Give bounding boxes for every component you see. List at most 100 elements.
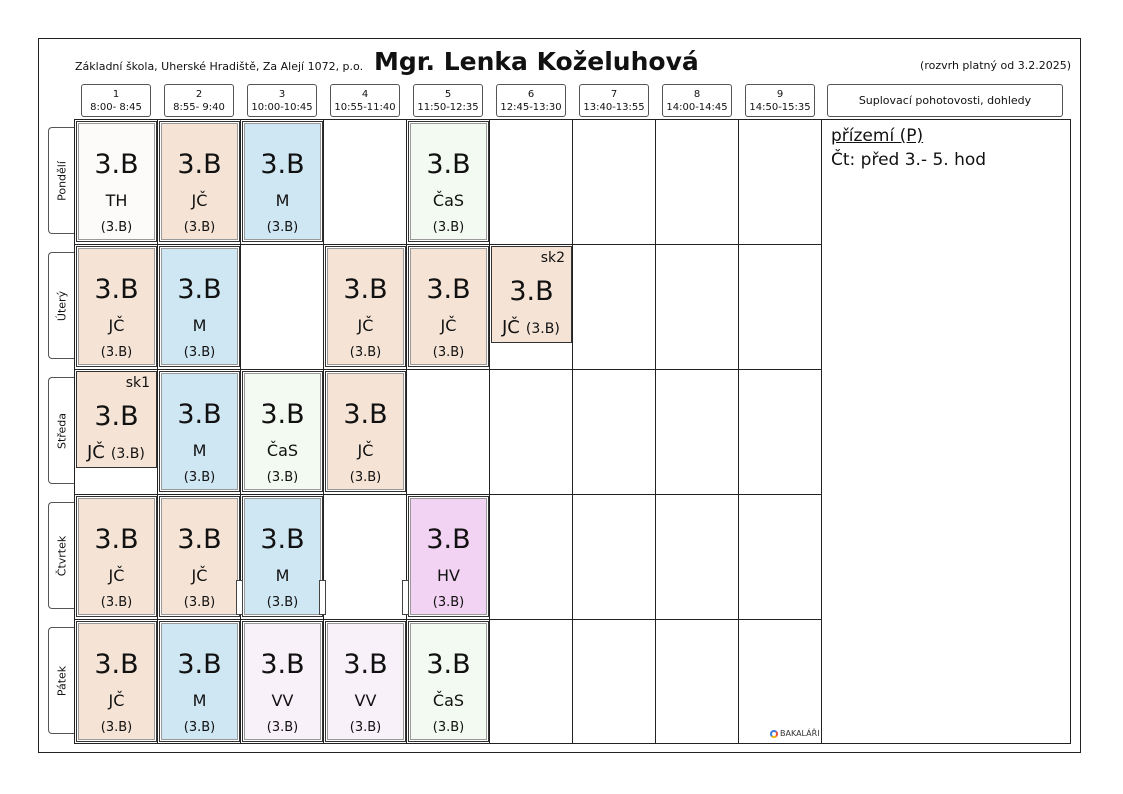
lesson-cell[interactable]: 3.B VV (3.B) bbox=[242, 621, 323, 742]
lesson-class: 3.B bbox=[177, 274, 222, 305]
lesson-group: (3.B) bbox=[100, 220, 133, 235]
lesson-class: 3.B bbox=[426, 649, 471, 680]
lesson-group: (3.B) bbox=[100, 345, 133, 360]
lesson-class: 3.B bbox=[94, 274, 139, 305]
lesson-group: (3.B) bbox=[432, 720, 465, 735]
lesson-group: (3.B) bbox=[432, 595, 465, 610]
lesson-subject: M bbox=[275, 191, 290, 210]
lesson-subject: JČ bbox=[108, 566, 125, 585]
lesson-cell[interactable]: 3.B ČaS (3.B) bbox=[408, 121, 489, 242]
grid-line bbox=[572, 120, 573, 743]
lesson-class: 3.B bbox=[94, 149, 139, 180]
lesson-group: (3.B) bbox=[100, 720, 133, 735]
lesson-cell[interactable]: 3.B M (3.B) bbox=[242, 496, 323, 617]
lesson-subject: JČ bbox=[87, 442, 105, 463]
group-tag: sk1 bbox=[125, 375, 150, 391]
lesson-class: 3.B bbox=[343, 399, 388, 430]
bakalari-logo: BAKALÁŘI bbox=[770, 729, 820, 738]
lesson-class: 3.B bbox=[260, 649, 305, 680]
grid-line bbox=[75, 619, 821, 620]
lesson-cell-group[interactable]: sk1 3.B JČ (3.B) bbox=[76, 371, 157, 468]
lesson-group: (3.B) bbox=[266, 220, 299, 235]
lesson-group: (3.B) bbox=[266, 595, 299, 610]
lesson-group: (3.B) bbox=[183, 470, 216, 485]
day-label-wednesday: Středa bbox=[48, 377, 75, 484]
lesson-class: 3.B bbox=[260, 149, 305, 180]
duty-marker bbox=[402, 580, 409, 615]
grid-line bbox=[75, 494, 821, 495]
lesson-cell[interactable]: 3.B M (3.B) bbox=[159, 371, 240, 492]
lesson-cell[interactable]: 3.B JČ (3.B) bbox=[159, 496, 240, 617]
lesson-cell[interactable]: 3.B JČ (3.B) bbox=[76, 496, 157, 617]
lesson-subject: JČ bbox=[108, 691, 125, 710]
lesson-class: 3.B bbox=[343, 274, 388, 305]
lesson-group: (3.B) bbox=[183, 720, 216, 735]
lesson-group: (3.B) bbox=[349, 470, 382, 485]
lesson-cell[interactable]: 3.B JČ (3.B) bbox=[325, 371, 406, 492]
school-name: Základní škola, Uherské Hradiště, Za Ale… bbox=[75, 60, 364, 73]
grid-line bbox=[406, 120, 407, 743]
grid-line bbox=[240, 120, 241, 743]
lesson-group: (3.B) bbox=[349, 720, 382, 735]
lesson-class: 3.B bbox=[94, 524, 139, 555]
lesson-class: 3.B bbox=[177, 399, 222, 430]
lesson-subject: JČ bbox=[357, 441, 374, 460]
substitution-header: Suplovací pohotovosti, dohledy bbox=[827, 84, 1063, 117]
lesson-cell[interactable]: 3.B VV (3.B) bbox=[325, 621, 406, 742]
grid-line bbox=[75, 244, 821, 245]
duty-marker bbox=[319, 580, 326, 615]
lesson-cell[interactable]: 3.B JČ (3.B) bbox=[76, 246, 157, 367]
lesson-cell[interactable]: 3.B JČ (3.B) bbox=[76, 621, 157, 742]
teacher-name: Mgr. Lenka Koželuhová bbox=[374, 47, 699, 76]
lesson-group: (3.B) bbox=[432, 345, 465, 360]
grid-line bbox=[655, 120, 656, 743]
lesson-subject: JČ bbox=[357, 316, 374, 335]
lesson-subject: M bbox=[192, 316, 207, 335]
lesson-group: (3.B) bbox=[266, 470, 299, 485]
lesson-group: (3.B) bbox=[183, 220, 216, 235]
lesson-class: 3.B bbox=[177, 149, 222, 180]
lesson-cell[interactable]: 3.B JČ (3.B) bbox=[325, 246, 406, 367]
lesson-cell-group[interactable]: sk2 3.B JČ (3.B) bbox=[491, 246, 572, 343]
lesson-class: 3.B bbox=[426, 524, 471, 555]
grid-line bbox=[157, 120, 158, 743]
lesson-class: 3.B bbox=[94, 401, 139, 432]
lesson-cell[interactable]: 3.B ČaS (3.B) bbox=[242, 371, 323, 492]
lesson-cell[interactable]: 3.B TH (3.B) bbox=[76, 121, 157, 242]
page-frame bbox=[38, 38, 1081, 753]
day-label-tuesday: Úterý bbox=[48, 252, 75, 359]
lesson-subject: VV bbox=[271, 691, 294, 710]
lesson-subject: VV bbox=[354, 691, 377, 710]
lesson-class: 3.B bbox=[426, 149, 471, 180]
lesson-subject: M bbox=[275, 566, 290, 585]
validity-note: (rozvrh platný od 3.2.2025) bbox=[920, 59, 1071, 72]
timetable-grid bbox=[74, 119, 1071, 744]
group-tag: sk2 bbox=[540, 250, 565, 266]
lesson-subject: ČaS bbox=[432, 191, 465, 210]
lesson-class: 3.B bbox=[343, 649, 388, 680]
grid-line bbox=[323, 120, 324, 743]
lesson-cell[interactable]: 3.B HV (3.B) bbox=[408, 496, 489, 617]
lesson-cell[interactable]: 3.B M (3.B) bbox=[159, 246, 240, 367]
bakalari-logo-icon bbox=[770, 729, 778, 738]
grid-line bbox=[821, 120, 822, 743]
lesson-cell[interactable]: 3.B M (3.B) bbox=[242, 121, 323, 242]
duty-entry: Čt: před 3.- 5. hod bbox=[831, 150, 987, 170]
lesson-group: (3.B) bbox=[183, 595, 216, 610]
period-header-5: 5 11:50-12:35 bbox=[413, 84, 483, 117]
period-header-3: 3 10:00-10:45 bbox=[247, 84, 317, 117]
lesson-class: 3.B bbox=[426, 274, 471, 305]
lesson-cell[interactable]: 3.B JČ (3.B) bbox=[408, 246, 489, 367]
grid-line bbox=[75, 369, 821, 370]
lesson-class: 3.B bbox=[177, 524, 222, 555]
lesson-class: 3.B bbox=[177, 649, 222, 680]
lesson-subject: HV bbox=[437, 566, 460, 585]
lesson-cell[interactable]: 3.B ČaS (3.B) bbox=[408, 621, 489, 742]
lesson-subject: JČ bbox=[502, 317, 520, 338]
lesson-subject: JČ bbox=[440, 316, 457, 335]
lesson-group: (3.B) bbox=[525, 321, 560, 337]
lesson-cell[interactable]: 3.B M (3.B) bbox=[159, 621, 240, 742]
lesson-cell[interactable]: 3.B JČ (3.B) bbox=[159, 121, 240, 242]
lesson-group: (3.B) bbox=[266, 720, 299, 735]
period-header-1: 1 8:00- 8:45 bbox=[81, 84, 151, 117]
